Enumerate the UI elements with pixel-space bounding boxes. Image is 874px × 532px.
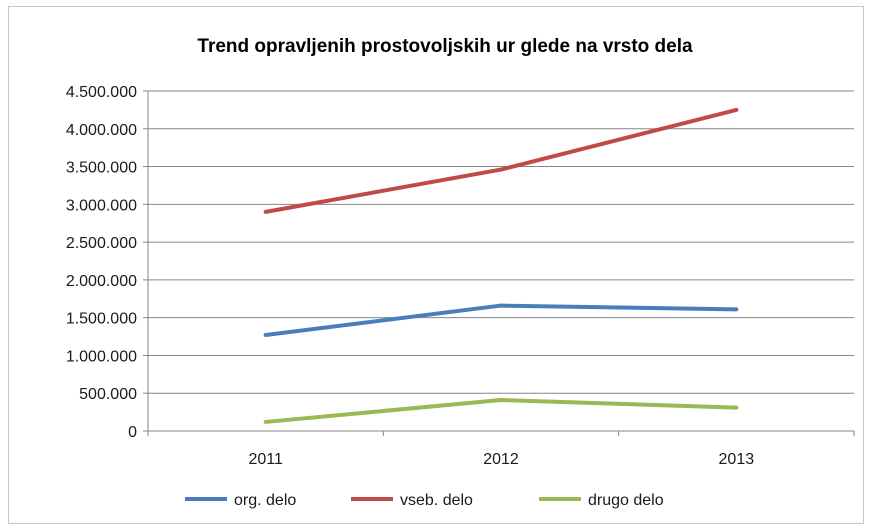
series-line xyxy=(265,107,737,214)
series-line xyxy=(265,303,737,338)
data-point xyxy=(263,333,268,338)
series-line xyxy=(265,398,737,424)
data-point xyxy=(734,405,739,410)
data-point xyxy=(734,107,739,112)
y-tick-label: 2.000.000 xyxy=(66,273,137,290)
y-tick-label: 3.500.000 xyxy=(66,160,137,177)
line-chart: Trend opravljenih prostovoljskih ur gled… xyxy=(66,36,855,509)
legend-item: org. delo xyxy=(185,492,296,509)
y-tick-label: 1.500.000 xyxy=(66,311,137,328)
data-point xyxy=(263,209,268,214)
x-tick-label: 2011 xyxy=(248,451,283,468)
y-tick-label: 0 xyxy=(128,424,137,441)
x-tick-label: 2013 xyxy=(719,451,755,468)
y-tick-label: 1.000.000 xyxy=(66,348,137,365)
data-point xyxy=(734,307,739,312)
legend-label: org. delo xyxy=(234,492,296,509)
x-tick-label: 2012 xyxy=(483,451,519,468)
axes: 0 500.000 1.000.000 1.500.000 2.000.000 2.500… xyxy=(66,84,855,468)
y-tick-label: 4.000.000 xyxy=(66,122,137,139)
chart-title: Trend opravljenih prostovoljskih ur gled… xyxy=(197,36,693,57)
data-point xyxy=(499,398,503,403)
data-point xyxy=(499,303,503,308)
data-point xyxy=(263,419,268,424)
legend-item: vseb. delo xyxy=(351,492,473,509)
chart-frame: Trend opravljenih prostovoljskih ur gled… xyxy=(8,6,864,524)
y-tick-label: 4.500.000 xyxy=(66,84,137,101)
legend-item: drugo delo xyxy=(539,492,664,509)
legend-label: drugo delo xyxy=(588,492,664,509)
series-lines xyxy=(263,107,739,424)
data-point xyxy=(499,167,503,172)
legend-label: vseb. delo xyxy=(400,492,473,509)
y-tick-label: 2.500.000 xyxy=(66,235,137,252)
y-tick-label: 3.000.000 xyxy=(66,197,137,214)
gridlines xyxy=(148,90,854,394)
legend: org. delo vseb. delo drugo delo xyxy=(185,492,664,509)
y-tick-label: 500.000 xyxy=(79,386,137,403)
